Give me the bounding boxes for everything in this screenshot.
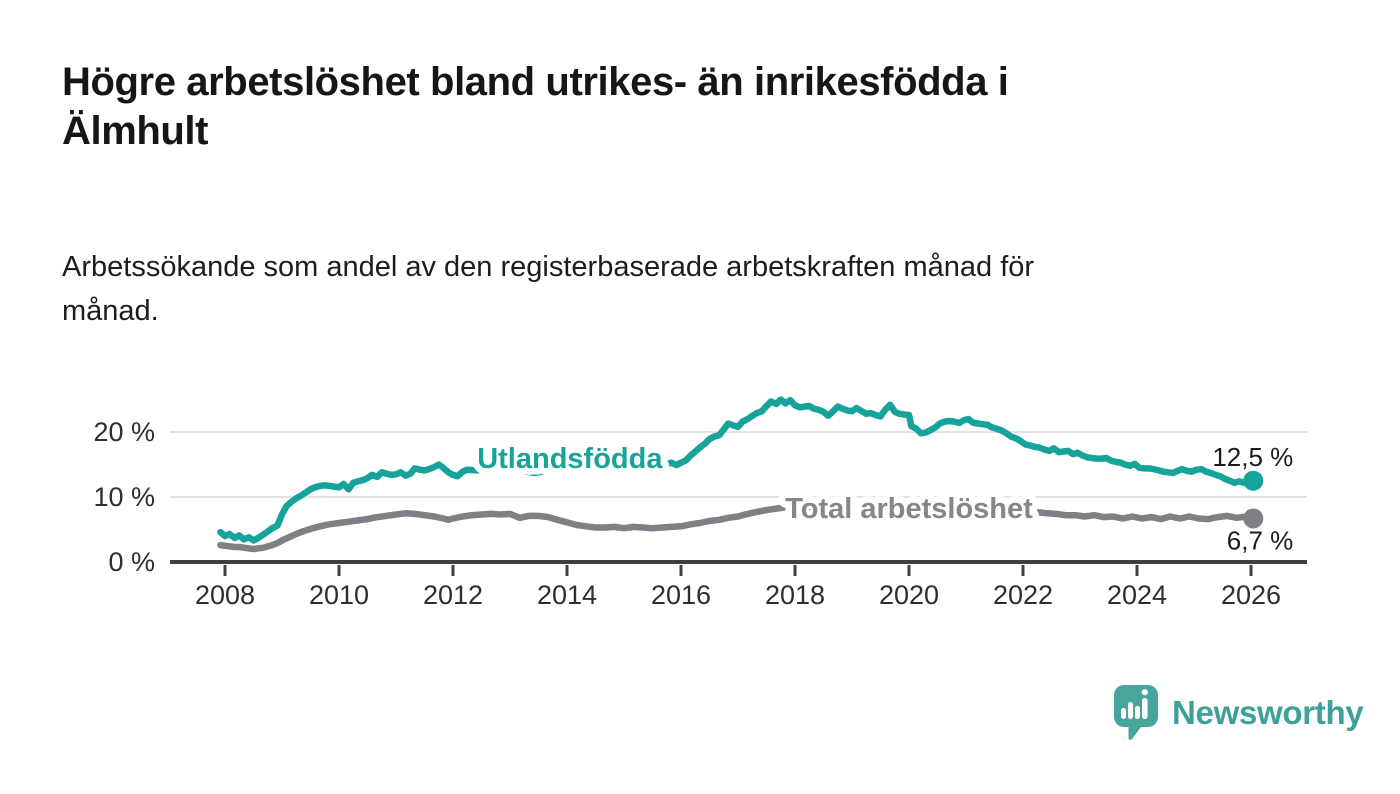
- x-axis: 2008 2010 2012 2014 2016 2018 2020 2022 2024 2026: [170, 560, 1307, 610]
- x-tick-label: 2012: [423, 580, 483, 610]
- chart-series: [217, 396, 1257, 553]
- series-end-value: 12,5 %: [1212, 442, 1293, 472]
- page-title-line-1: Högre arbetslöshet bland utrikes- än inr…: [62, 60, 1009, 104]
- y-tick-label: 0 %: [108, 547, 155, 577]
- x-tick-label: 2016: [651, 580, 711, 610]
- chart-subtitle: Arbetssökande som andel av den registerb…: [62, 246, 1312, 333]
- chart-subtitle-line-2: månad.: [62, 294, 159, 327]
- y-tick-label: 10 %: [93, 482, 155, 512]
- page-title: Högre arbetslöshet bland utrikes- än inr…: [62, 58, 1312, 156]
- page-title-line-2: Älmhult: [62, 108, 209, 153]
- x-tick-label: 2020: [879, 580, 939, 610]
- newsworthy-logo-icon: [1114, 685, 1158, 740]
- chart-labels: Total arbetslöshet Utlandsfödda 6,7 % 12,5 …: [471, 437, 1294, 556]
- x-tick-label: 2026: [1221, 580, 1281, 610]
- series-label-total: Total arbetslöshet: [785, 493, 1033, 525]
- newsworthy-logo-text: Newsworthy: [1172, 694, 1364, 731]
- series-end-dot: [1243, 470, 1264, 491]
- series-label-utlandsfodda: Utlandsfödda: [477, 443, 663, 475]
- x-tick-label: 2008: [195, 580, 255, 610]
- series-line-total: [217, 500, 1257, 553]
- x-tick-label: 2024: [1107, 580, 1167, 610]
- y-tick-label: 20 %: [93, 417, 155, 447]
- line-chart: 0 % 10 % 20 % 2008 2010 2012 2014 2016 2018 2020…: [93, 396, 1307, 610]
- series-end-value: 6,7 %: [1227, 525, 1294, 555]
- logo-bar-chart-glyph: [1121, 689, 1148, 719]
- x-tick-label: 2018: [765, 580, 825, 610]
- newsworthy-logo: Newsworthy: [1113, 684, 1364, 742]
- chart-subtitle-line-1: Arbetssökande som andel av den registerb…: [62, 251, 1035, 283]
- series-line-utlandsfodda: [217, 396, 1257, 544]
- gridlines: 0 % 10 % 20 %: [93, 417, 1307, 577]
- series-end-dot: [1243, 508, 1264, 529]
- x-tick-label: 2010: [309, 580, 369, 610]
- x-tick-label: 2022: [993, 580, 1053, 610]
- x-tick-label: 2014: [537, 580, 597, 610]
